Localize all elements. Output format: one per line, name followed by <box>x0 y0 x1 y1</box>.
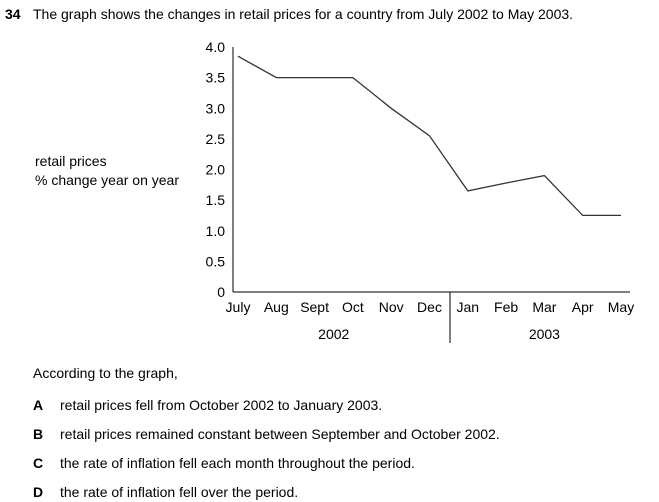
option-c-letter: C <box>33 455 44 471</box>
y-tick-label: 4.0 <box>206 39 226 55</box>
option-a-text: retail prices fell from October 2002 to … <box>60 397 383 413</box>
y-tick-label: 1.0 <box>206 223 226 239</box>
year-label: 2003 <box>529 326 560 342</box>
y-tick-label: 0.5 <box>206 253 226 269</box>
y-axis-label-line-2: % change year on year <box>35 172 179 188</box>
x-tick-label: Sept <box>300 299 329 315</box>
question-number: 34 <box>5 6 21 22</box>
retail-prices-series-line <box>237 55 621 217</box>
option-b-text: retail prices remained constant between … <box>60 426 500 442</box>
option-a-letter: A <box>33 397 44 413</box>
x-tick-label: Mar <box>532 299 556 315</box>
y-tick-label: 3.5 <box>206 70 226 86</box>
y-tick-label: 3.0 <box>206 100 226 116</box>
y-axis-label-line-1: retail prices <box>35 153 107 169</box>
y-tick-label: 1.5 <box>206 192 226 208</box>
option-d-letter: D <box>33 484 44 500</box>
option-b-letter: B <box>33 426 44 442</box>
x-tick-label: Jan <box>457 299 480 315</box>
x-tick-label: May <box>608 299 634 315</box>
x-tick-label: Nov <box>379 299 404 315</box>
year-label: 2002 <box>318 326 349 342</box>
x-tick-label: Aug <box>264 299 289 315</box>
answer-prompt: According to the graph, <box>33 365 178 381</box>
x-tick-label: July <box>226 299 251 315</box>
question-text: The graph shows the changes in retail pr… <box>33 6 574 22</box>
option-c-text: the rate of inflation fell each month th… <box>60 455 415 471</box>
y-tick-label: 0 <box>217 284 225 300</box>
x-tick-label: Dec <box>417 299 442 315</box>
y-tick-label: 2.0 <box>206 162 226 178</box>
option-d-text: the rate of inflation fell over the peri… <box>60 484 299 500</box>
retail-prices-line-chart: 4.0 3.5 3.0 2.5 2.0 1.5 1.0 0.5 0 July Aug Sept Oct… <box>206 39 634 343</box>
x-tick-label: Oct <box>342 299 364 315</box>
x-tick-label: Feb <box>494 299 518 315</box>
y-tick-label: 2.5 <box>206 131 226 147</box>
x-tick-label: Apr <box>572 299 594 315</box>
